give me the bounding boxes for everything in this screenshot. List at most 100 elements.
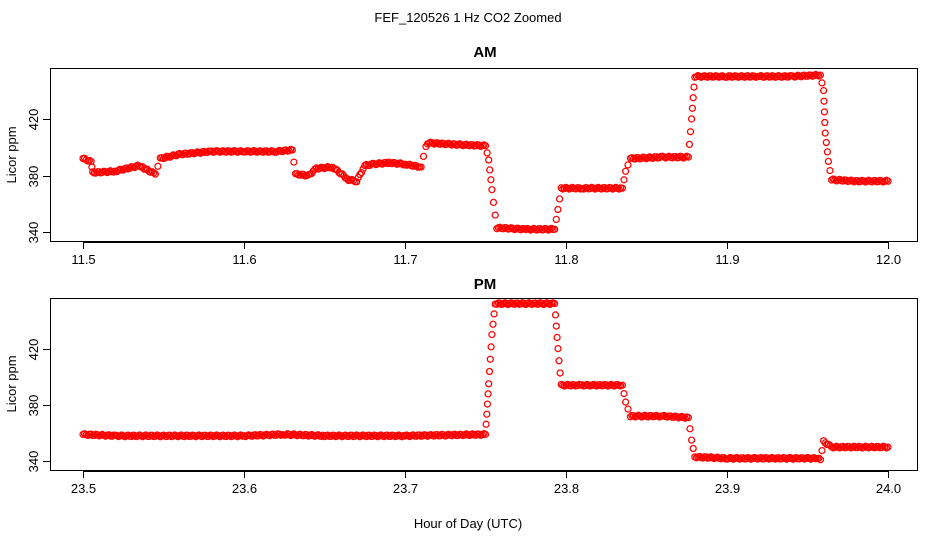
pm-data-point <box>551 299 559 308</box>
am-data-point <box>816 71 825 79</box>
pm-data-point <box>552 322 560 330</box>
pm-data-point <box>556 369 564 377</box>
am-data-point <box>821 118 829 127</box>
pm-data-point <box>884 443 892 451</box>
am-data-point <box>618 184 627 192</box>
am-data-point <box>486 166 494 174</box>
am-data-point <box>491 211 499 219</box>
pm-y-tick-label: 340 <box>26 451 41 473</box>
am-data-point <box>417 163 425 171</box>
am-data-point <box>290 158 298 166</box>
am-data-point <box>481 142 490 150</box>
am-points <box>79 70 892 234</box>
am-data-point <box>824 157 833 166</box>
am-x-tick-label: 11.9 <box>715 252 739 267</box>
am-panel-title: AM <box>473 44 496 61</box>
am-data-point <box>819 86 828 95</box>
pm-x-tick-label: 23.5 <box>71 481 96 496</box>
pm-x-tick-label: 23.8 <box>554 481 579 496</box>
am-data-point <box>822 138 830 147</box>
am-x-tick-label: 11.7 <box>393 252 417 267</box>
pm-panel: PM 23.5 23.6 23.7 23.8 23.9 24.0 340 380 420 Li… <box>4 276 918 496</box>
am-data-point <box>488 186 496 194</box>
am-y-tick-label: 420 <box>26 109 41 131</box>
am-y-axis-label: Licor ppm <box>4 126 19 183</box>
am-data-point <box>489 198 498 207</box>
am-x-tick-label: 11.8 <box>554 252 578 267</box>
am-data-point <box>823 148 832 156</box>
pm-data-point <box>620 389 628 398</box>
pm-data-point <box>483 410 491 418</box>
pm-y-tick-label: 420 <box>26 339 41 361</box>
am-data-point <box>685 140 694 149</box>
am-data-point <box>551 225 559 233</box>
pm-data-point <box>487 343 495 351</box>
pm-y-tick-label: 380 <box>26 395 41 417</box>
am-data-point <box>688 104 697 112</box>
am-data-point <box>818 79 826 87</box>
am-data-point <box>620 176 628 184</box>
am-data-point <box>552 215 560 224</box>
pm-points <box>79 299 892 464</box>
am-data-point <box>615 185 623 193</box>
am-y-axis: 340 380 420 <box>26 109 51 244</box>
pm-data-point <box>489 320 497 328</box>
pm-data-point <box>810 453 818 462</box>
pm-plot-frame <box>50 298 918 471</box>
pm-data-point <box>624 405 632 413</box>
pm-x-tick-label: 23.7 <box>393 481 418 496</box>
am-x-axis: 11.5 11.6 11.7 11.8 11.9 12.0 <box>71 242 901 267</box>
am-data-point <box>621 167 630 175</box>
am-y-tick-label: 380 <box>26 166 41 188</box>
pm-data-point <box>687 436 696 444</box>
am-data-point <box>884 177 892 185</box>
pm-data-point <box>686 425 694 433</box>
pm-data-point <box>490 310 498 318</box>
am-data-point <box>624 161 632 169</box>
pm-data-point <box>485 367 494 376</box>
am-data-point <box>689 94 697 102</box>
pm-data-point <box>815 454 823 462</box>
am-data-point <box>485 156 493 164</box>
am-y-tick-label: 340 <box>26 222 41 244</box>
am-data-point <box>821 129 829 137</box>
am-data-point <box>401 160 409 168</box>
pm-data-point <box>555 357 563 365</box>
am-data-point <box>686 128 695 136</box>
am-data-point <box>150 169 158 177</box>
am-data-point <box>684 153 693 161</box>
pm-x-axis: 23.5 23.6 23.7 23.8 23.9 24.0 <box>71 471 901 496</box>
pm-data-point <box>681 414 689 422</box>
pm-data-point <box>684 413 693 422</box>
am-data-point <box>690 83 698 91</box>
am-x-tick-label: 11.5 <box>71 252 95 267</box>
am-x-tick-label: 11.6 <box>232 252 256 267</box>
pm-x-tick-label: 23.6 <box>232 481 257 496</box>
pm-data-point <box>485 380 493 388</box>
am-data-point <box>419 152 428 161</box>
pm-data-point <box>551 311 560 319</box>
am-data-point <box>820 108 829 116</box>
am-data-point <box>353 178 361 186</box>
pm-data-point <box>554 344 562 353</box>
am-data-point <box>151 170 160 178</box>
am-data-point <box>555 195 564 203</box>
pm-data-point <box>816 456 825 464</box>
am-data-point <box>356 170 364 179</box>
pm-data-point <box>488 330 496 339</box>
pm-y-axis: 340 380 420 <box>26 339 51 473</box>
pm-x-tick-label: 24.0 <box>876 481 901 496</box>
figure-title: FEF_120526 1 Hz CO2 Zoomed <box>374 10 561 25</box>
pm-data-point <box>689 444 697 453</box>
am-data-point <box>114 166 123 175</box>
am-data-point <box>826 166 834 175</box>
am-data-point <box>357 168 366 177</box>
am-data-point <box>483 149 491 157</box>
pm-data-point <box>483 400 492 408</box>
am-panel: AM 11.5 11.6 11.7 11.8 11.9 12.0 340 380 420 Li… <box>4 44 918 267</box>
pm-data-point <box>553 333 561 342</box>
am-data-point <box>88 163 96 171</box>
pm-data-point <box>486 355 494 363</box>
am-data-point <box>154 162 162 170</box>
